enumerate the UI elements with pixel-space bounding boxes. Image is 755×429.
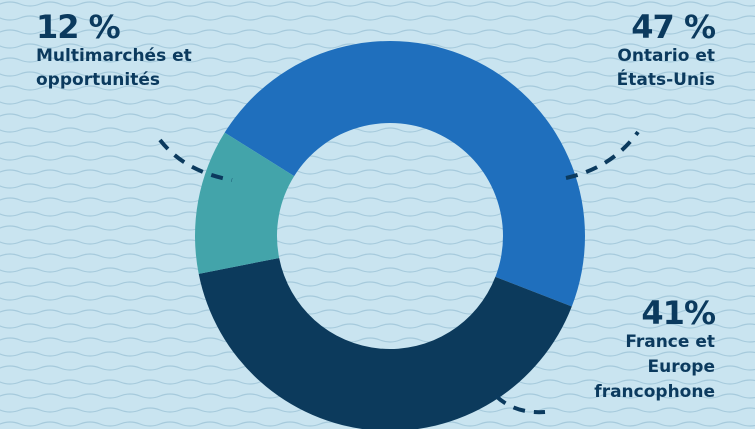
wave-line	[0, 295, 755, 301]
wave-line	[0, 127, 755, 133]
label-france: 41% France et Europe francophone	[594, 294, 716, 405]
wave-line	[0, 211, 755, 217]
name-france-line3: francophone	[594, 382, 715, 402]
wave-line	[0, 337, 755, 343]
wave-line	[0, 155, 755, 161]
wave-line	[0, 29, 755, 35]
wave-line	[0, 253, 755, 259]
wave-line	[0, 281, 755, 287]
slice-multi	[195, 132, 295, 274]
percent-multimarches: 12 %	[36, 8, 121, 46]
wave-line	[0, 1, 755, 7]
percent-ontario: 47 %	[631, 8, 716, 46]
slice-france	[198, 257, 572, 429]
label-ontario: 47 % Ontario et États-Unis	[616, 8, 716, 92]
name-ontario-line2: États-Unis	[616, 70, 715, 90]
wave-line	[0, 267, 755, 273]
wave-line	[0, 169, 755, 175]
wave-line	[0, 15, 755, 21]
wave-line	[0, 141, 755, 147]
wave-line	[0, 225, 755, 231]
name-multimarches-line2: opportunités	[36, 70, 161, 90]
label-multimarches: 12 % Multimarchés et opportunités	[36, 10, 192, 92]
wave-line	[0, 197, 755, 203]
leader-line-ontario	[565, 130, 640, 180]
name-multimarches-line1: Multimarchés et	[36, 46, 192, 66]
wave-line	[0, 309, 755, 315]
name-france-line1: France et	[625, 332, 715, 352]
slice-ontario	[224, 40, 586, 307]
name-france-line2: Europe	[647, 357, 715, 377]
wave-line	[0, 239, 755, 245]
leader-line-france	[494, 394, 546, 415]
wave-line	[0, 323, 755, 329]
leader-line-multi	[158, 138, 233, 182]
name-ontario-line1: Ontario et	[617, 46, 715, 66]
wave-line	[0, 183, 755, 189]
percent-france: 41%	[641, 294, 716, 332]
